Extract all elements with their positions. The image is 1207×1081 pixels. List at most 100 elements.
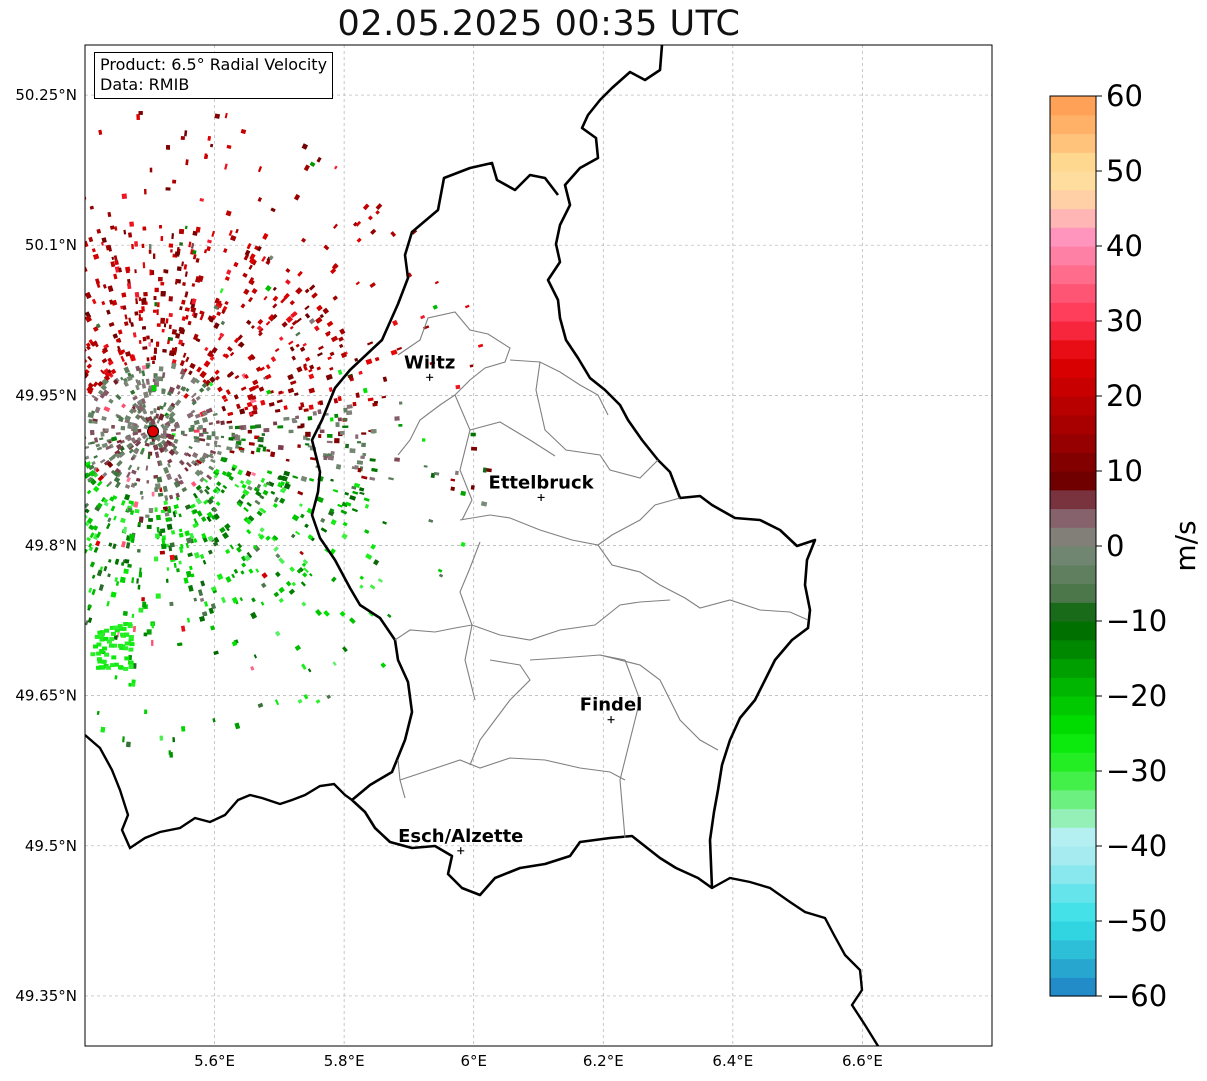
echo-pixel (307, 416, 313, 421)
echo-pixel (316, 156, 322, 163)
echo-pixel (32, 374, 38, 380)
echo-pixel (49, 450, 55, 456)
echo-pixel (276, 399, 283, 404)
echo-pixel (190, 306, 197, 313)
echo-pixel (352, 490, 359, 495)
echo-pixel (17, 721, 22, 726)
echo-pixel (323, 244, 330, 251)
echo-pixel (300, 423, 305, 428)
echo-pixel (54, 347, 61, 354)
echo-pixel (165, 414, 170, 420)
echo-pixel (58, 309, 62, 314)
echo-pixel (205, 485, 211, 491)
echo-pixel (175, 333, 181, 339)
echo-pixel (13, 351, 19, 356)
echo-pixel (214, 369, 220, 376)
echo-pixel (367, 215, 373, 221)
echo-pixel (358, 370, 363, 375)
echo-pixel (423, 465, 428, 468)
echo-pixel (163, 269, 166, 273)
echo-pixel (49, 515, 55, 521)
echo-pixel (160, 236, 164, 241)
echo-pixel (172, 737, 175, 743)
echo-pixel (96, 665, 101, 670)
echo-pixel (34, 509, 40, 515)
echo-pixel (66, 370, 70, 374)
echo-pixel (246, 529, 252, 535)
echo-pixel (22, 194, 26, 200)
echo-pixel (192, 492, 199, 499)
echo-pixel (100, 665, 106, 670)
echo-pixel (27, 564, 34, 571)
echo-pixel (62, 459, 68, 464)
echo-pixel (120, 376, 124, 381)
echo-pixel (316, 352, 323, 357)
echo-pixel (57, 520, 62, 525)
echo-pixel (174, 450, 179, 456)
echo-pixel (108, 455, 116, 462)
echo-pixel (319, 400, 324, 406)
echo-pixel (169, 494, 174, 500)
echo-pixel (216, 573, 224, 581)
echo-pixel (40, 148, 44, 153)
echo-pixel (251, 472, 257, 477)
echo-pixel (108, 398, 114, 404)
echo-pixel (302, 342, 307, 347)
echo-pixel (188, 427, 195, 432)
echo-pixel (127, 464, 133, 471)
echo-pixel (291, 355, 297, 361)
echo-pixel (12, 462, 16, 467)
echo-pixel (480, 501, 488, 507)
echo-pixel (329, 417, 334, 422)
echo-pixel (102, 284, 107, 289)
echo-pixel (301, 237, 307, 243)
echo-pixel (138, 607, 144, 613)
echo-pixel (40, 230, 45, 235)
echo-pixel (126, 471, 131, 479)
echo-pixel (65, 369, 72, 375)
echo-pixel (65, 355, 70, 360)
echo-pixel (298, 503, 303, 507)
echo-pixel (163, 323, 167, 328)
echo-pixel (185, 452, 192, 458)
echo-pixel (396, 346, 403, 351)
colorbar-segment (1050, 939, 1096, 960)
echo-pixel (165, 433, 172, 439)
echo-pixel (146, 364, 150, 369)
echo-pixel (316, 304, 323, 312)
echo-pixel (251, 395, 257, 400)
echo-pixel (135, 298, 138, 305)
echo-pixel (12, 352, 16, 356)
echo-pixel (260, 399, 266, 406)
echo-pixel (128, 425, 134, 429)
echo-pixel (128, 500, 135, 505)
echo-pixel (8, 277, 14, 283)
echo-pixel (124, 415, 132, 422)
echo-pixel (129, 221, 135, 227)
echo-pixel (55, 341, 61, 347)
echo-pixel (392, 319, 399, 327)
echo-pixel (103, 636, 109, 641)
echo-pixel (226, 269, 232, 275)
echo-pixel (161, 538, 166, 545)
echo-pixel (290, 380, 297, 386)
echo-pixel (153, 296, 157, 300)
echo-pixel (93, 466, 98, 471)
echo-pixel (2, 508, 6, 512)
echo-pixel (248, 411, 253, 416)
echo-pixel (142, 601, 147, 608)
echo-pixel (237, 334, 243, 341)
echo-pixel (96, 642, 102, 647)
echo-pixel (233, 568, 239, 574)
echo-pixel (131, 469, 137, 475)
echo-pixel (54, 415, 58, 418)
echo-pixel (460, 541, 466, 548)
echo-pixel (182, 282, 186, 287)
echo-pixel (60, 287, 67, 294)
echo-pixel (100, 384, 108, 391)
echo-pixel (274, 347, 280, 353)
echo-pixel (257, 318, 264, 325)
colorbar-segment (1050, 283, 1096, 303)
echo-pixel (1, 563, 6, 568)
echo-pixel (88, 524, 95, 531)
